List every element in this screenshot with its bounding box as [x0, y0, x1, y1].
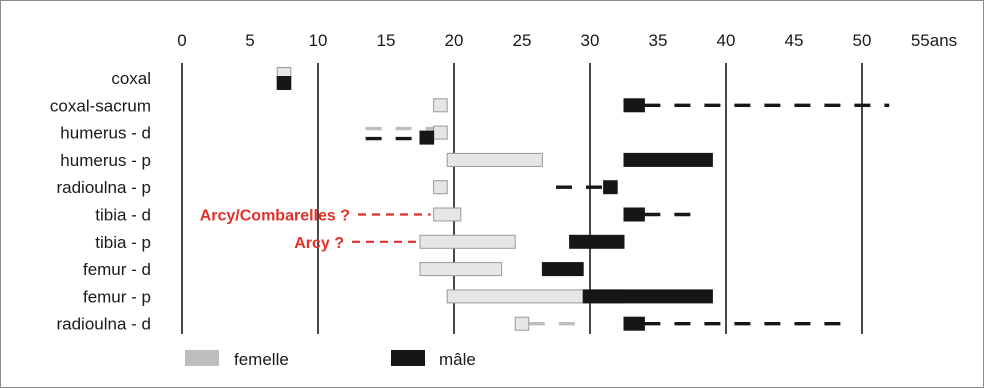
x-tick-label: 30	[581, 31, 600, 50]
bar-male-tibia-p	[569, 234, 625, 249]
bar-femelle-femur-d	[419, 262, 503, 277]
bar-male-coxal	[276, 76, 292, 90]
legend-swatch-femelle	[185, 350, 219, 366]
bar-femelle-tibia-d	[433, 207, 462, 222]
bar-male-radioulna-d	[623, 316, 645, 331]
x-tick-label: 40	[717, 31, 736, 50]
bar-male-femur-p	[582, 289, 713, 304]
category-label-radioulna-d: radioulna - d	[56, 315, 151, 334]
bar-male-humerus-d	[419, 130, 435, 145]
bar-male-tibia-d	[623, 207, 645, 222]
x-tick-label: 25	[513, 31, 532, 50]
x-tick-label: 45	[785, 31, 804, 50]
category-label-coxal: coxal	[111, 69, 151, 88]
bar-femelle-radioulna-d	[514, 316, 530, 331]
annotation-arcy: Arcy ?	[294, 235, 344, 252]
annotation-arcy-combarelles: Arcy/Combarelles ?	[200, 208, 350, 225]
bar-male-humerus-p	[623, 152, 713, 167]
x-tick-label: 15	[377, 31, 396, 50]
x-tick-label: 55ans	[911, 31, 957, 50]
legend-label-femelle: femelle	[234, 350, 289, 369]
bar-male-femur-d	[541, 262, 584, 277]
category-label-humerus-p: humerus - p	[60, 151, 151, 170]
bar-male-coxal-sacrum	[623, 98, 645, 113]
x-tick-label: 10	[309, 31, 328, 50]
x-tick-label: 20	[445, 31, 464, 50]
category-label-femur-p: femur - p	[83, 287, 151, 306]
bar-femelle-humerus-d	[433, 125, 448, 140]
category-label-radioulna-p: radioulna - p	[56, 178, 151, 197]
category-label-humerus-d: humerus - d	[60, 124, 151, 143]
legend-label-male: mâle	[439, 350, 476, 369]
category-label-tibia-d: tibia - d	[95, 206, 151, 225]
category-label-coxal-sacrum: coxal-sacrum	[50, 96, 151, 115]
bar-male-radioulna-p	[603, 180, 618, 195]
bar-femelle-radioulna-p	[433, 180, 448, 195]
bar-femelle-coxal-sacrum	[433, 98, 448, 113]
x-tick-label: 5	[245, 31, 254, 50]
category-label-femur-d: femur - d	[83, 260, 151, 279]
x-tick-label: 0	[177, 31, 186, 50]
bar-femelle-tibia-p	[419, 234, 516, 249]
legend-swatch-male	[391, 350, 425, 366]
bar-femelle-humerus-p	[446, 152, 543, 167]
x-tick-label: 50	[853, 31, 872, 50]
x-tick-label: 35	[649, 31, 668, 50]
category-label-tibia-p: tibia - p	[95, 233, 151, 252]
